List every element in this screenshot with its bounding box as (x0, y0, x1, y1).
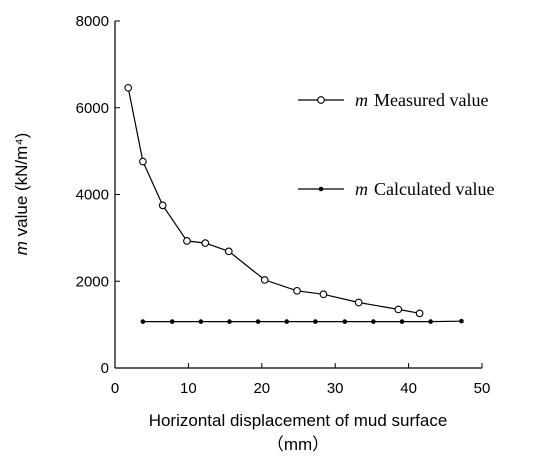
legend-label-measured: m Measured value (355, 90, 488, 110)
data-point-calculated (313, 319, 318, 324)
legend-var-calculated: m (355, 179, 368, 199)
data-point-measured (224, 247, 233, 256)
data-point-calculated (169, 319, 175, 324)
data-point-calculated (459, 318, 464, 324)
data-point-calculated (255, 319, 261, 324)
y-tick-label: 8000 (76, 13, 109, 30)
y-axis-label-variable: m (12, 241, 31, 255)
data-point-calculated (342, 319, 348, 324)
data-point-calculated (428, 319, 433, 324)
x-axis-label: Horizontal displacement of mud surface (149, 411, 448, 430)
y-tick-label: 2000 (76, 273, 109, 290)
y-tick-label: 6000 (76, 100, 109, 117)
legend-item-measured: m Measured value (298, 90, 488, 110)
y-ticks: 0 2000 4000 6000 8000 (76, 13, 120, 377)
x-tick-label: 30 (327, 380, 344, 397)
data-point-measured (201, 239, 210, 247)
x-tick-label: 20 (253, 380, 270, 397)
x-ticks: 0 10 20 30 40 50 (111, 363, 491, 397)
data-point-measured (124, 83, 133, 92)
series-line-measured (127, 87, 420, 314)
y-axis-label: m value (kN/m⁴) (12, 133, 31, 256)
data-point-calculated (227, 319, 232, 324)
data-point-measured (183, 237, 191, 245)
data-point-measured (158, 201, 167, 210)
x-tick-label: 0 (111, 380, 119, 397)
data-point-calculated (284, 319, 290, 324)
data-point-measured (139, 157, 147, 166)
data-point-calculated (140, 319, 146, 324)
legend: m Measured value m Calculated value (298, 90, 494, 199)
legend-var-measured: m (355, 90, 368, 110)
data-point-measured (260, 276, 269, 284)
data-point-calculated (399, 319, 405, 324)
plot-area: 0 10 20 30 40 50 0 2000 4000 6000 8000 (76, 13, 491, 397)
legend-name-calculated: Calculated value (374, 179, 494, 199)
data-point-measured (354, 298, 363, 307)
y-tick-label: 0 (101, 360, 109, 377)
data-point-measured (319, 290, 328, 299)
legend-item-calculated: m Calculated value (298, 179, 494, 199)
data-point-calculated (198, 319, 204, 324)
series-layer (124, 83, 464, 324)
data-point-calculated (371, 319, 376, 324)
y-tick-label: 4000 (76, 187, 109, 204)
legend-name-measured: Measured value (374, 90, 488, 110)
x-tick-label: 40 (400, 380, 417, 397)
data-point-measured (293, 286, 301, 295)
data-point-measured (394, 305, 403, 314)
legend-label-calculated: m Calculated value (355, 179, 494, 199)
data-point-measured (415, 309, 424, 318)
legend-marker-calculated (318, 186, 324, 192)
x-tick-label: 10 (180, 380, 197, 397)
y-axis-label-text: value (kN/m⁴) (12, 133, 31, 241)
x-axis-unit: （mm） (267, 435, 329, 454)
legend-marker-measured (317, 96, 325, 104)
x-tick-label: 50 (474, 380, 491, 397)
